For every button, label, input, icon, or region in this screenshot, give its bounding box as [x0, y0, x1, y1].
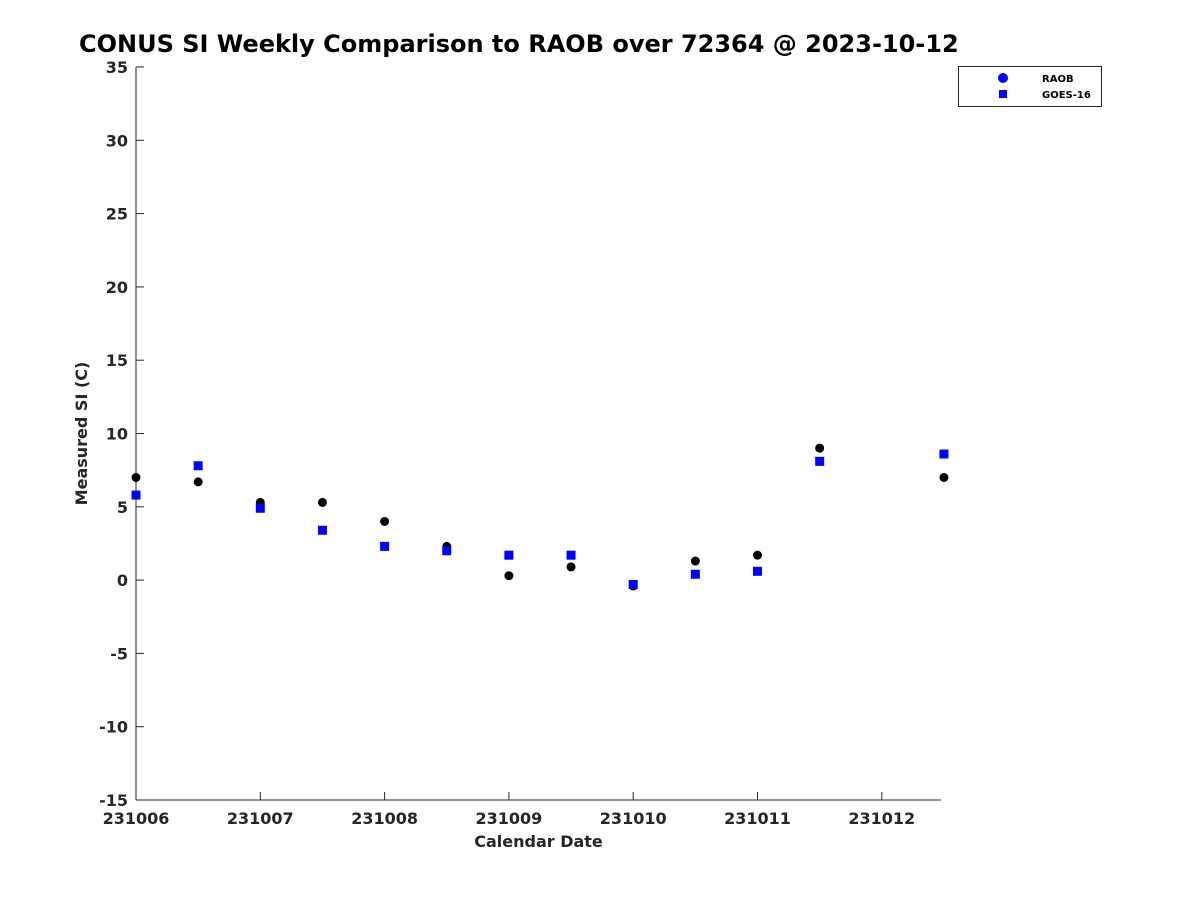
- goes16-point: [566, 550, 576, 560]
- legend-label: RAOB: [1042, 74, 1074, 85]
- raob-point: [317, 497, 327, 507]
- goes16-point: [193, 461, 203, 471]
- y-tick-label: 10: [106, 425, 128, 444]
- x-tick-label: 231012: [848, 809, 915, 828]
- goes16-point: [131, 490, 141, 500]
- x-tick-label: 231006: [103, 809, 170, 828]
- data-points: [131, 443, 949, 591]
- legend-box: [958, 66, 1102, 107]
- y-tick-label: 5: [117, 498, 128, 517]
- x-tick-label: 231010: [600, 809, 667, 828]
- goes16-point: [442, 546, 452, 556]
- y-tick-label: 20: [106, 278, 128, 297]
- chart-title: CONUS SI Weekly Comparison to RAOB over …: [79, 30, 959, 58]
- legend-label: GOES-16: [1042, 90, 1091, 101]
- x-axis-ticks: 231006 231007 231008 231009 231010 231011 2310…: [103, 792, 915, 828]
- x-axis-label: Calendar Date: [474, 832, 603, 851]
- raob-point: [380, 516, 390, 526]
- raob-point: [193, 477, 203, 487]
- goes16-point: [317, 525, 327, 535]
- goes16-point: [690, 569, 700, 579]
- goes16-point: [504, 550, 514, 560]
- legend-marker-goes16: [999, 90, 1007, 98]
- legend-marker-raob: [998, 73, 1008, 83]
- x-tick-label: 231008: [351, 809, 418, 828]
- y-tick-label: 35: [106, 58, 128, 77]
- x-tick-label: 231011: [724, 809, 791, 828]
- x-tick-label: 231009: [476, 809, 543, 828]
- y-tick-label: 15: [106, 351, 128, 370]
- raob-point: [939, 472, 949, 482]
- y-tick-label: 0: [117, 571, 128, 590]
- raob-point: [504, 571, 514, 581]
- goes16-point: [753, 566, 762, 576]
- y-tick-label: -10: [99, 718, 128, 737]
- raob-point: [753, 550, 762, 560]
- y-axis-ticks: 35 30 25 20 15 10 5 0 -5 -10 -15: [99, 58, 144, 810]
- goes16-point: [939, 449, 949, 459]
- y-tick-label: 25: [106, 205, 128, 224]
- y-tick-label: 30: [106, 131, 128, 150]
- y-tick-label: -5: [110, 644, 128, 663]
- raob-point: [815, 443, 825, 453]
- raob-point: [131, 472, 141, 482]
- raob-point: [566, 562, 576, 572]
- legend: RAOB GOES-16: [958, 66, 1102, 107]
- goes16-point: [380, 541, 390, 551]
- raob-point: [690, 556, 700, 566]
- y-tick-label: -15: [99, 791, 128, 810]
- goes16-point: [815, 456, 825, 466]
- goes16-point: [255, 503, 265, 513]
- y-axis-label: Measured SI (C): [72, 362, 91, 506]
- axes: [135, 67, 941, 801]
- x-tick-label: 231007: [227, 809, 294, 828]
- goes16-point: [628, 579, 638, 589]
